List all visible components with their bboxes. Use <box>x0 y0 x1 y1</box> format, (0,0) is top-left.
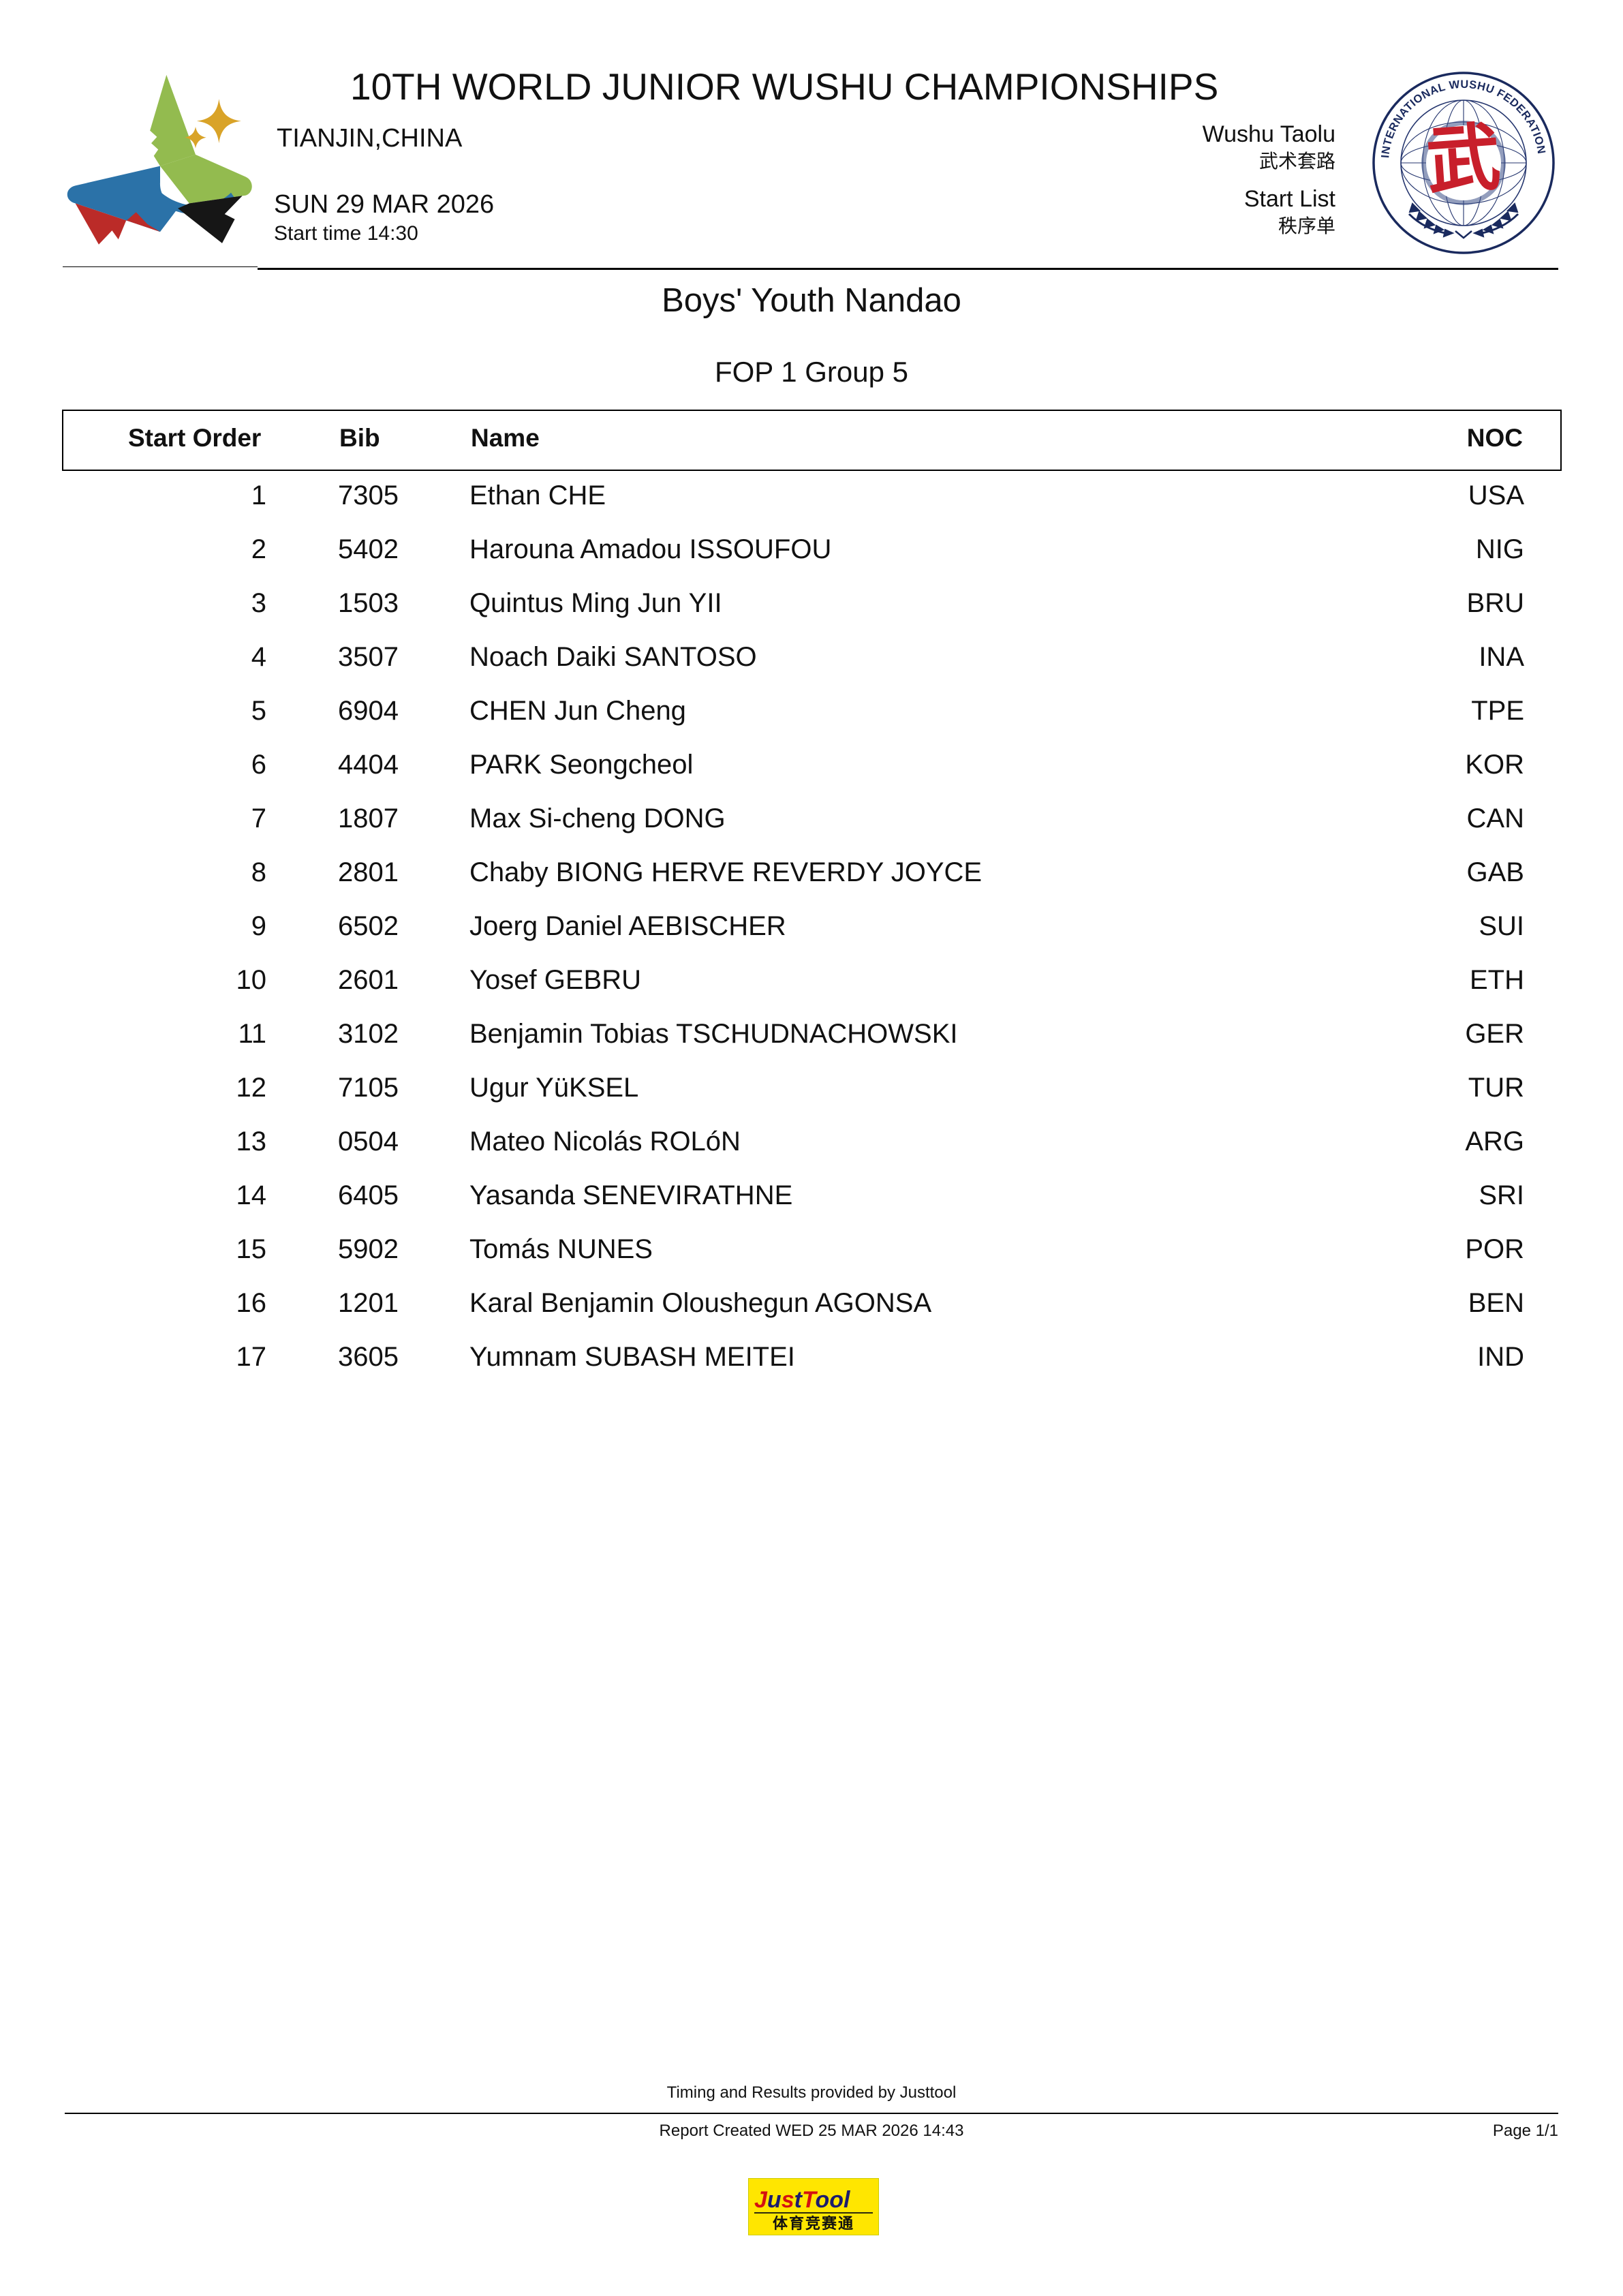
svg-text:武: 武 <box>1424 115 1503 202</box>
svg-text:JustTool: JustTool <box>754 2187 851 2213</box>
svg-text:体育竞赛通: 体育竞赛通 <box>773 2215 854 2232</box>
